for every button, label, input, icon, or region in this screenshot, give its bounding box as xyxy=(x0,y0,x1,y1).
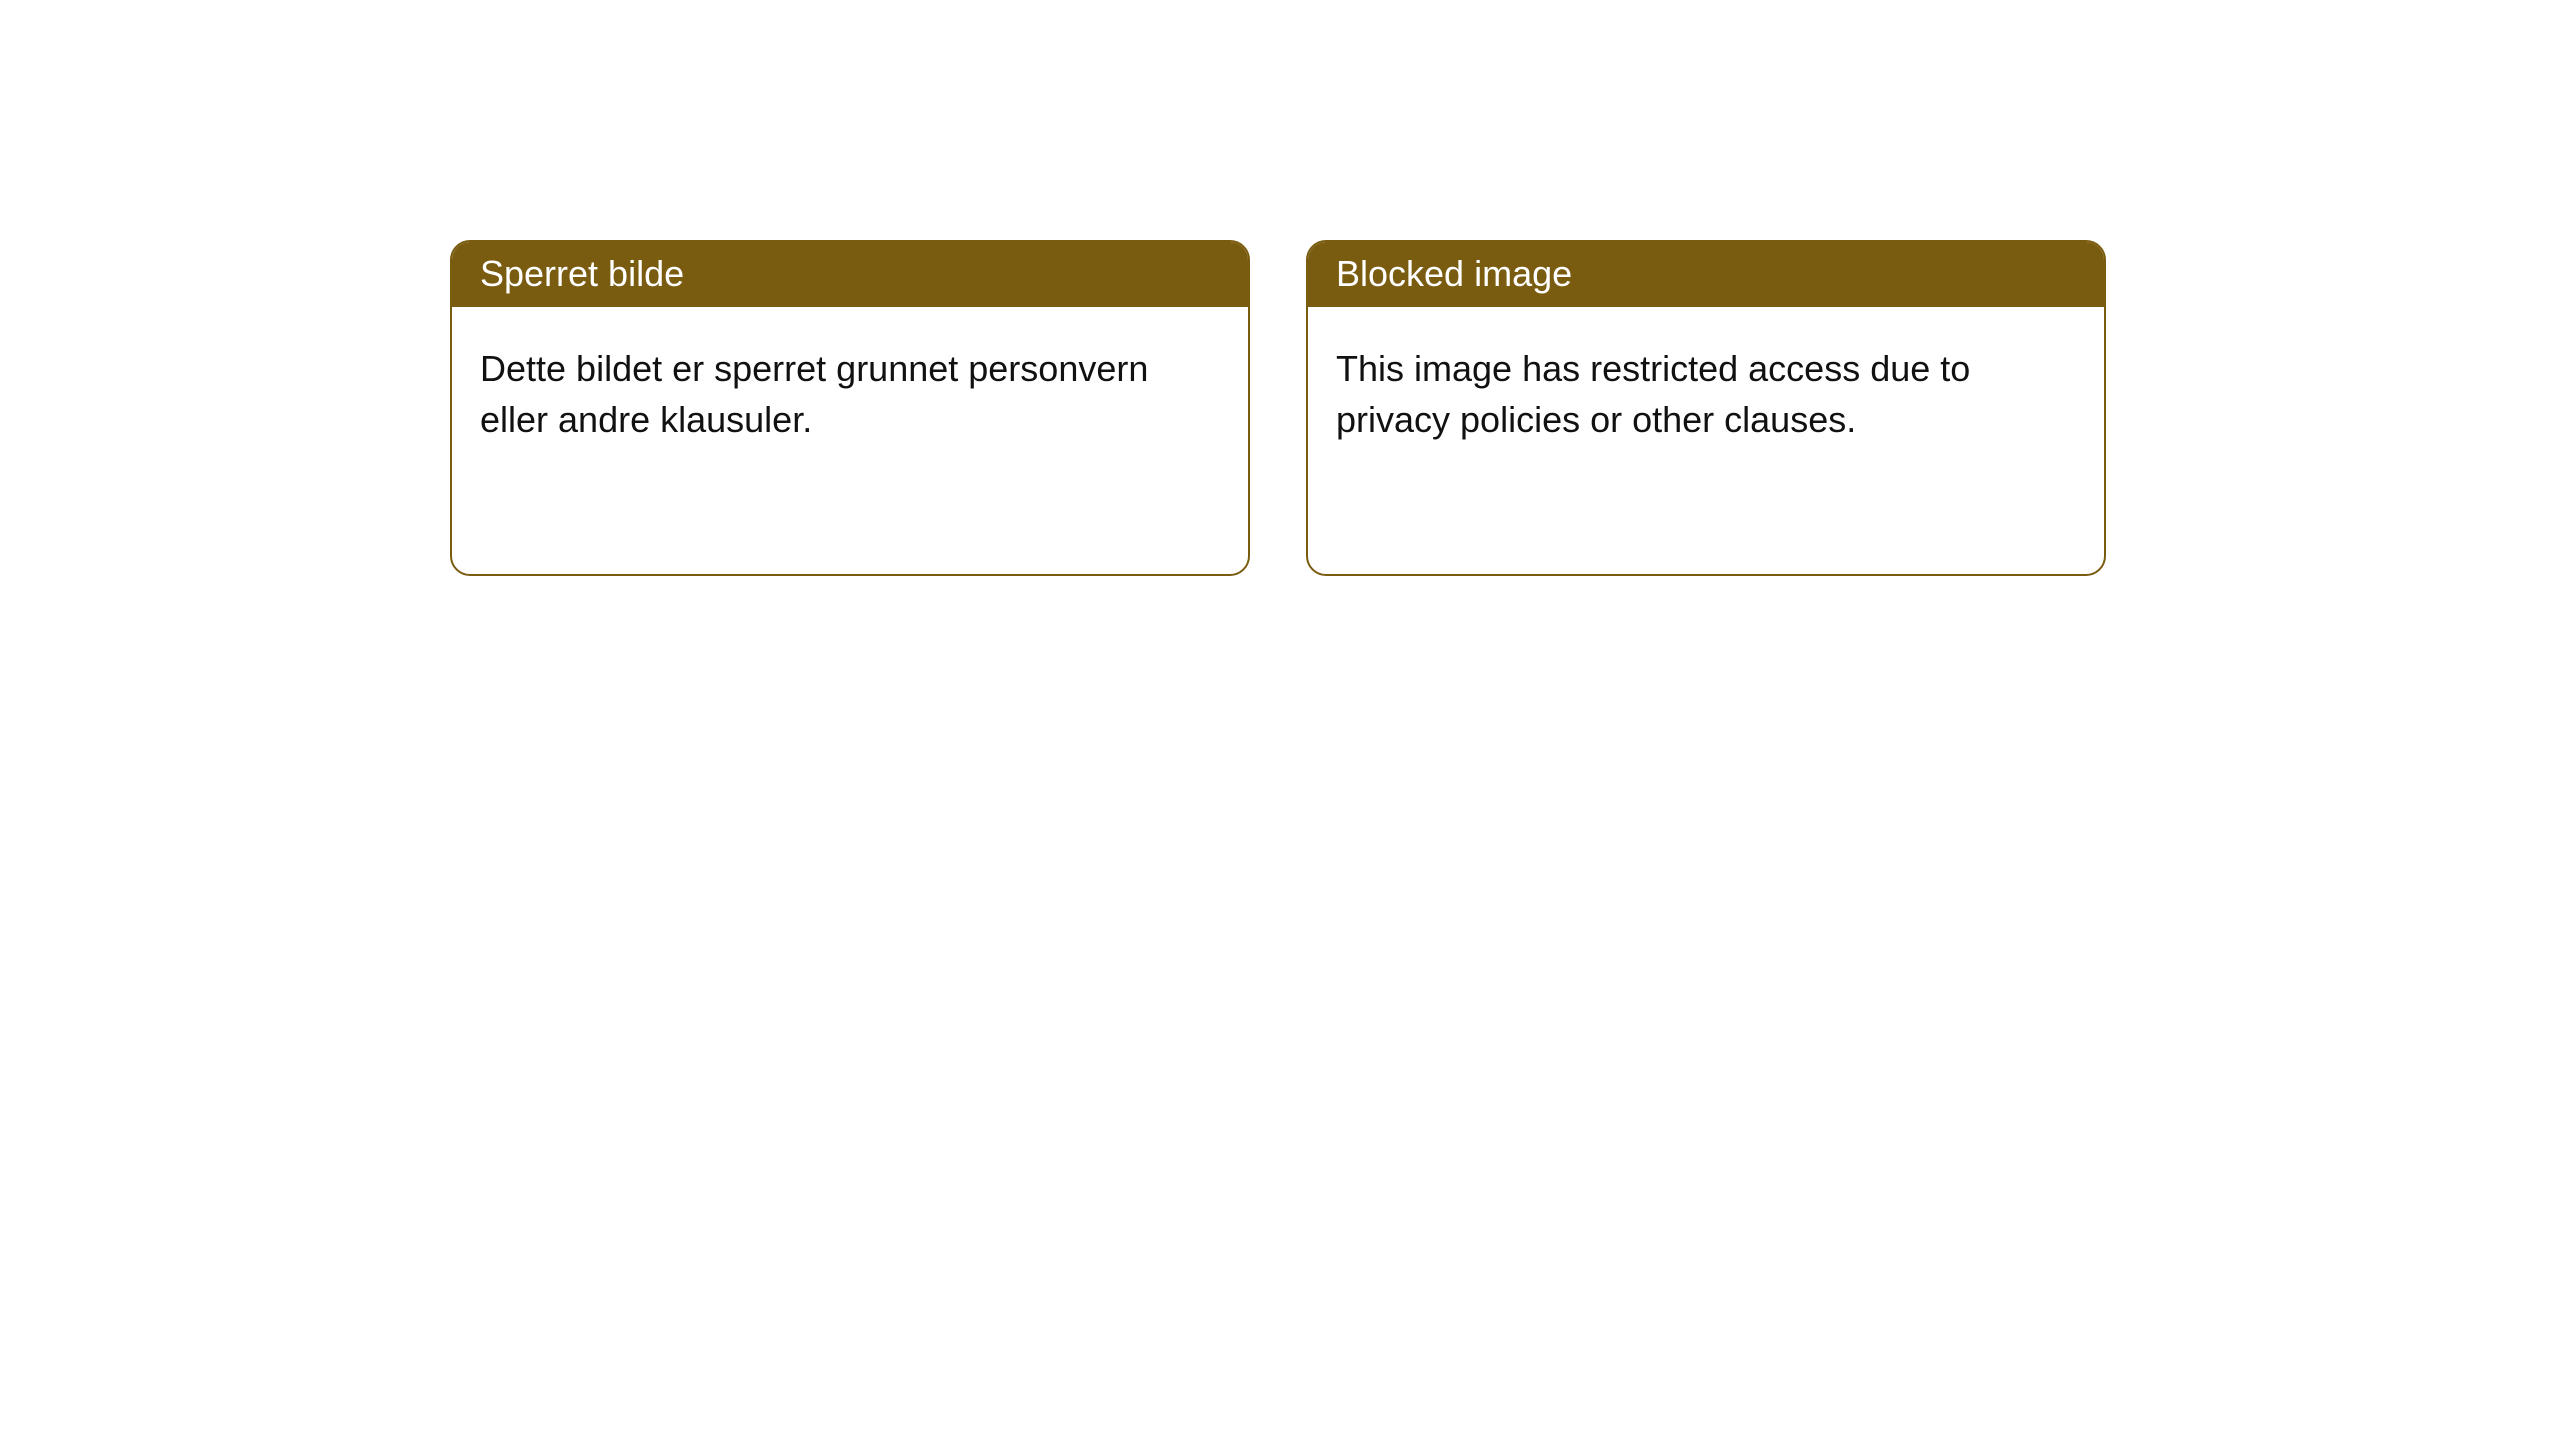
card-title-no: Sperret bilde xyxy=(452,242,1248,307)
card-body-en: This image has restricted access due to … xyxy=(1308,307,2104,473)
card-title-en: Blocked image xyxy=(1308,242,2104,307)
blocked-image-card-no: Sperret bilde Dette bildet er sperret gr… xyxy=(450,240,1250,576)
card-body-no: Dette bildet er sperret grunnet personve… xyxy=(452,307,1248,473)
blocked-image-card-en: Blocked image This image has restricted … xyxy=(1306,240,2106,576)
notice-container: Sperret bilde Dette bildet er sperret gr… xyxy=(0,0,2560,576)
